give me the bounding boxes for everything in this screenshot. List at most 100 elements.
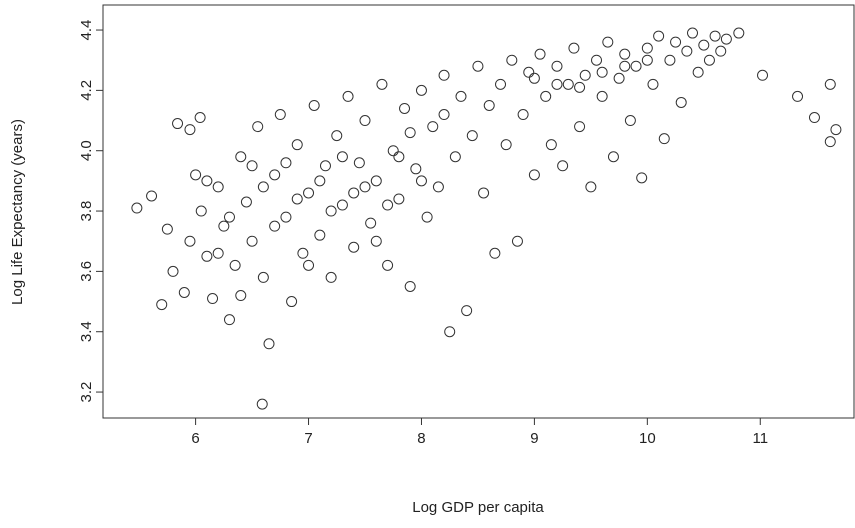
point — [596, 66, 608, 78]
point — [280, 211, 292, 223]
point — [619, 60, 631, 72]
x-tick-label: 11 — [752, 430, 768, 447]
point — [223, 314, 235, 326]
point — [653, 30, 665, 42]
point — [184, 235, 196, 247]
point — [235, 290, 247, 302]
point — [808, 112, 820, 124]
point — [574, 81, 586, 93]
point — [342, 90, 354, 102]
point — [511, 235, 523, 247]
point — [314, 229, 326, 241]
point — [664, 54, 676, 66]
x-tick-label: 8 — [417, 430, 425, 447]
point — [190, 169, 202, 181]
point — [291, 193, 303, 205]
point — [246, 160, 258, 172]
point — [240, 196, 252, 208]
point — [421, 211, 433, 223]
point — [568, 42, 580, 54]
point — [365, 217, 377, 229]
point — [757, 69, 769, 81]
point — [314, 175, 326, 187]
point — [438, 69, 450, 81]
point — [382, 199, 394, 211]
point — [596, 90, 608, 102]
point — [733, 27, 745, 39]
point — [404, 127, 416, 139]
point — [336, 199, 348, 211]
point — [167, 265, 179, 277]
point — [223, 211, 235, 223]
point — [415, 84, 427, 96]
point — [370, 235, 382, 247]
point — [432, 181, 444, 193]
point — [670, 36, 682, 48]
point — [619, 48, 631, 60]
point — [194, 112, 206, 124]
point — [359, 115, 371, 127]
point — [495, 78, 507, 90]
point — [557, 160, 569, 172]
point — [698, 39, 710, 51]
point — [201, 250, 213, 262]
point — [551, 78, 563, 90]
point — [257, 181, 269, 193]
point — [218, 220, 230, 232]
point — [178, 287, 190, 299]
point — [319, 160, 331, 172]
point — [348, 187, 360, 199]
point — [269, 220, 281, 232]
point — [376, 78, 388, 90]
point — [792, 90, 804, 102]
point — [523, 66, 535, 78]
point — [579, 69, 591, 81]
point — [551, 60, 563, 72]
point — [427, 121, 439, 133]
point — [303, 259, 315, 271]
point — [393, 151, 405, 163]
point — [269, 169, 281, 181]
point — [297, 247, 309, 259]
point — [256, 398, 268, 410]
point — [528, 169, 540, 181]
point — [274, 109, 286, 121]
point — [325, 205, 337, 217]
point — [207, 293, 219, 305]
point — [461, 305, 473, 317]
point — [478, 187, 490, 199]
point — [353, 157, 365, 169]
y-tick-label: 3.2 — [78, 382, 95, 403]
point — [212, 181, 224, 193]
point — [252, 121, 264, 133]
point — [636, 172, 648, 184]
point — [325, 271, 337, 283]
point — [540, 90, 552, 102]
point — [263, 338, 275, 350]
point — [156, 299, 168, 311]
point — [449, 151, 461, 163]
point — [658, 133, 670, 145]
y-tick-label: 3.4 — [78, 321, 95, 342]
point — [393, 193, 405, 205]
point — [517, 109, 529, 121]
y-axis-label: Log Life Expectancy (years) — [9, 119, 26, 305]
x-tick-label: 9 — [530, 430, 538, 447]
point — [624, 115, 636, 127]
point — [229, 259, 241, 271]
point — [308, 99, 320, 111]
y-tick-label: 4.2 — [78, 80, 95, 101]
point — [387, 145, 399, 157]
point — [359, 181, 371, 193]
x-tick-label: 10 — [639, 430, 656, 447]
point — [336, 151, 348, 163]
point — [146, 190, 158, 202]
point — [703, 54, 715, 66]
point — [257, 271, 269, 283]
point — [591, 54, 603, 66]
point — [172, 118, 184, 130]
point — [161, 223, 173, 235]
y-tick-label: 3.8 — [78, 201, 95, 222]
point — [201, 175, 213, 187]
